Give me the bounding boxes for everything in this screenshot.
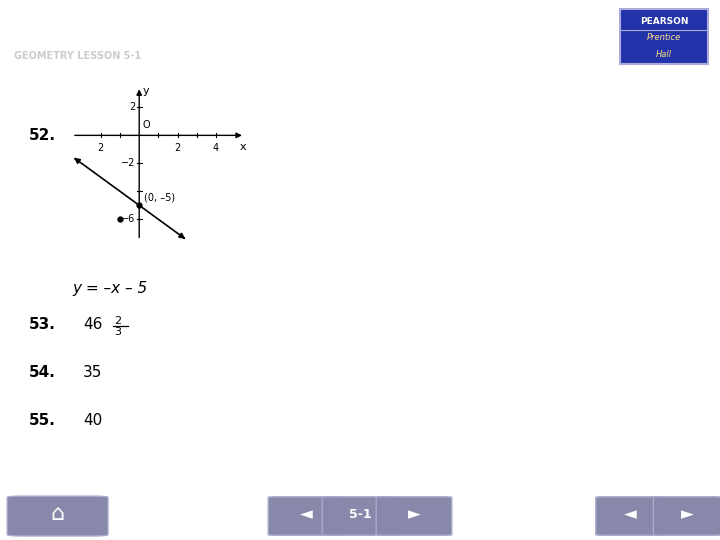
Text: y: y: [143, 86, 149, 97]
Text: (0, –5): (0, –5): [144, 193, 175, 202]
Text: 46: 46: [83, 318, 102, 333]
Text: ►: ►: [408, 505, 420, 523]
Text: 3: 3: [114, 327, 121, 336]
Text: 55.: 55.: [29, 413, 55, 428]
Text: Midsegments of Triangles: Midsegments of Triangles: [14, 21, 377, 45]
FancyBboxPatch shape: [621, 9, 708, 64]
Text: y = –x – 5: y = –x – 5: [72, 281, 148, 296]
Text: ◄: ◄: [300, 505, 312, 523]
FancyBboxPatch shape: [268, 497, 344, 535]
FancyBboxPatch shape: [323, 497, 397, 535]
Text: 35: 35: [83, 365, 102, 380]
Text: O: O: [143, 120, 150, 131]
FancyBboxPatch shape: [654, 497, 720, 535]
Text: 52.: 52.: [29, 129, 56, 143]
Text: 4: 4: [213, 143, 219, 153]
Text: Prentice: Prentice: [647, 33, 681, 42]
Text: −2: −2: [121, 158, 135, 168]
Text: 40: 40: [83, 413, 102, 428]
Text: ◄: ◄: [624, 505, 636, 523]
Text: 53.: 53.: [29, 318, 55, 333]
Text: 2: 2: [174, 143, 181, 153]
Text: ►: ►: [681, 505, 694, 523]
Text: PEARSON: PEARSON: [640, 17, 688, 25]
Text: 54.: 54.: [29, 365, 55, 380]
Text: 2: 2: [129, 103, 135, 112]
Text: −6: −6: [121, 214, 135, 224]
FancyBboxPatch shape: [376, 497, 452, 535]
Text: LESSON: LESSON: [338, 480, 382, 490]
Text: 2: 2: [98, 143, 104, 153]
Text: Hall: Hall: [656, 50, 672, 59]
Text: 2: 2: [114, 315, 121, 326]
Text: ⌂: ⌂: [50, 504, 65, 524]
Text: 5-1: 5-1: [348, 508, 372, 521]
Text: x: x: [240, 141, 246, 152]
Text: PAGE: PAGE: [648, 480, 677, 490]
FancyBboxPatch shape: [7, 496, 108, 536]
FancyBboxPatch shape: [596, 497, 665, 535]
Text: MAIN MENU: MAIN MENU: [25, 480, 90, 490]
Text: GEOMETRY LESSON 5-1: GEOMETRY LESSON 5-1: [14, 51, 142, 60]
Text: Student Edition Answers: Student Edition Answers: [9, 80, 181, 93]
